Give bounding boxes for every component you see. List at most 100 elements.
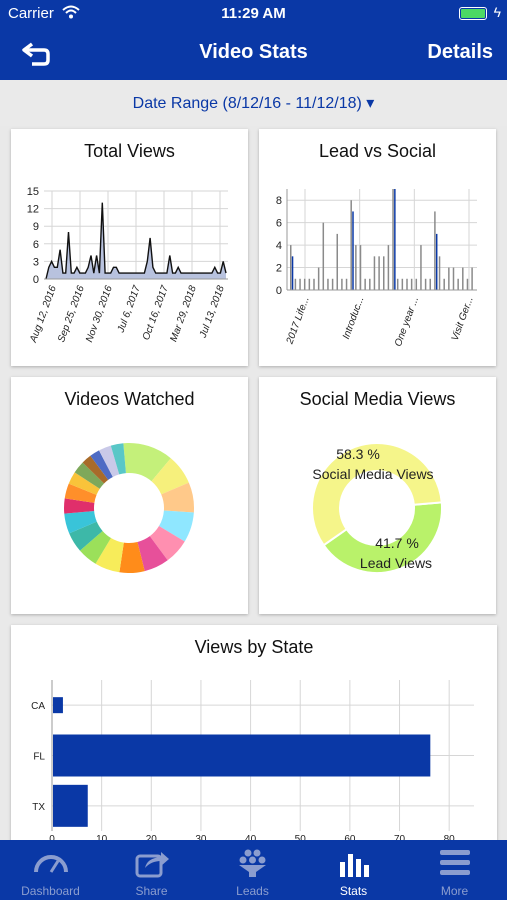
carrier-label: Carrier — [8, 5, 54, 22]
bar-social — [313, 278, 315, 290]
bar-social — [290, 245, 292, 290]
y-tick-label: 6 — [276, 218, 282, 230]
bar-social — [341, 278, 343, 290]
videos-watched-card: Videos Watched — [11, 377, 248, 614]
share-icon — [135, 852, 169, 878]
x-tick-label: 30 — [195, 834, 207, 845]
bar-social — [350, 200, 352, 290]
bar-lead — [352, 211, 354, 290]
bar-social — [424, 278, 427, 290]
bar-social — [410, 278, 413, 290]
y-tick-label: 0 — [276, 285, 282, 297]
bar-tx — [53, 784, 88, 827]
x-tick-label: Introduc... — [341, 295, 367, 341]
details-button[interactable]: Details — [427, 41, 493, 63]
videos-watched-slice — [137, 536, 168, 572]
bar-social — [369, 278, 371, 290]
y-tick-label: 12 — [27, 204, 39, 216]
x-tick-label: Visit Ger... — [450, 295, 476, 342]
x-tick-label: 70 — [394, 834, 406, 845]
x-tick-label: 50 — [295, 834, 307, 845]
series-line — [45, 202, 227, 280]
videos-watched-slice — [64, 483, 97, 503]
videos-watched-slice — [149, 526, 185, 561]
social-media-views-slice — [322, 501, 443, 574]
tab-leads-label: Leads — [236, 884, 269, 898]
back-arrow-icon[interactable] — [18, 38, 58, 70]
videos-watched-slice — [64, 511, 97, 534]
tab-stats-label: Stats — [339, 884, 368, 898]
videos-watched-slice — [98, 445, 120, 477]
social-percent-label: 58.3 % — [336, 446, 380, 462]
bar-social — [429, 278, 431, 290]
videos-watched-slice — [159, 510, 194, 542]
x-tick-label: 2017 Life... — [284, 295, 312, 346]
bar-social — [359, 245, 362, 290]
x-tick-label: 80 — [444, 834, 456, 845]
menu-icon — [440, 850, 470, 875]
date-range-selector[interactable]: Date Range (8/12/16 - 11/12/18) ▾ — [0, 80, 507, 126]
status-bar: Carrier 11:29 AM ϟ — [0, 0, 507, 28]
y-tick-label: 0 — [33, 274, 39, 286]
videos-watched-slice — [161, 482, 194, 513]
videos-watched-slice — [151, 458, 189, 495]
bar-social — [457, 278, 459, 290]
tab-leads[interactable]: Leads — [202, 840, 303, 900]
x-tick-label: Mar 29, 2018 — [168, 284, 199, 344]
tab-more[interactable]: More — [404, 840, 505, 900]
bar-social — [322, 222, 325, 290]
total-views-card: Total Views 0 3 6 9 12 15 Aug 12, 2016 Sep 25, … — [11, 129, 248, 366]
bar-social — [383, 256, 385, 290]
x-tick-label: Jul 13, 2018 — [198, 284, 227, 340]
y-tick-label: 2 — [276, 263, 282, 275]
videos-watched-chart — [63, 443, 194, 573]
wifi-icon — [62, 5, 80, 19]
social-media-views-card: Social Media Views 58.3 % Social Media Vi… — [259, 377, 496, 614]
y-category-label: FL — [33, 752, 45, 763]
x-tick-label: Jul 6, 2017 — [115, 284, 143, 335]
lead-vs-social-card: Lead vs Social 0 2 4 6 8 2017 Life... Introduc… — [259, 129, 496, 366]
speedometer-icon — [34, 855, 68, 873]
videos-watched-slice — [69, 521, 103, 551]
social-media-views-chart: 58.3 % Social Media Views 41.7 % Lead Views — [311, 442, 443, 574]
views-by-state-title: Views by State — [194, 637, 314, 657]
tab-dashboard-label: Dashboard — [21, 884, 80, 898]
videos-watched-slice — [95, 538, 124, 573]
bar-social — [448, 267, 450, 290]
bar-social — [331, 278, 334, 290]
funnel-icon — [239, 849, 266, 877]
bar-social — [401, 278, 404, 290]
videos-watched-slice — [79, 530, 111, 564]
x-tick-label: Sep 25, 2016 — [56, 284, 87, 344]
tab-share[interactable]: Share — [101, 840, 202, 900]
bar-social — [420, 245, 422, 290]
bar-social — [443, 278, 445, 290]
bar-social — [415, 278, 418, 290]
bar-social — [387, 245, 390, 290]
x-tick-label: One year ... — [393, 295, 421, 348]
bar-social — [299, 278, 301, 290]
y-tick-label: 6 — [33, 239, 39, 251]
bar-social — [396, 278, 399, 290]
nav-bar: Video Stats Details — [0, 28, 507, 80]
social-name-label: Social Media Views — [312, 466, 433, 482]
bar-social — [462, 267, 464, 290]
x-tick-label: 20 — [146, 834, 158, 845]
y-tick-label: 15 — [27, 186, 39, 198]
x-tick-label: 0 — [49, 834, 55, 845]
videos-watched-slice — [82, 455, 109, 484]
views-by-state-card: Views by State 0 10 20 30 40 50 60 70 80 CA FL TX — [11, 625, 497, 855]
videos-watched-slice — [123, 443, 171, 482]
tab-dashboard[interactable]: Dashboard — [0, 840, 101, 900]
tab-stats[interactable]: Stats — [303, 840, 404, 900]
status-time: 11:29 AM — [221, 5, 286, 22]
x-tick-label: 40 — [245, 834, 257, 845]
bar-ca — [53, 697, 63, 714]
bar-social — [438, 256, 441, 290]
x-tick-label: 10 — [96, 834, 108, 845]
videos-watched-slice — [119, 541, 145, 573]
tab-more-label: More — [440, 884, 469, 898]
bar-social — [406, 278, 408, 290]
x-tick-label: Oct 16, 2017 — [141, 284, 171, 342]
